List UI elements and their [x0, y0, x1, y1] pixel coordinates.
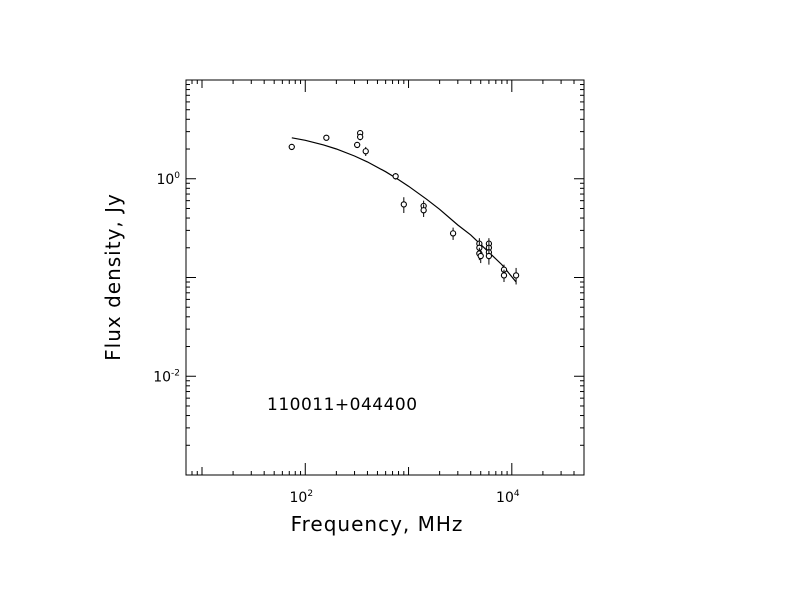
- plot-frame: [185, 79, 585, 476]
- data-point: [485, 248, 493, 265]
- axis-ticks: [185, 79, 585, 476]
- point-marker: [512, 272, 520, 279]
- data-point: [420, 204, 427, 217]
- x-tick-label: 104: [496, 489, 520, 506]
- data-point: [449, 227, 457, 240]
- point-marker: [354, 141, 361, 149]
- data-point: [362, 146, 369, 156]
- source-annotation: 110011+044400: [267, 395, 418, 415]
- point-marker: [357, 133, 364, 141]
- point-marker: [288, 143, 295, 151]
- data-point: [477, 249, 484, 264]
- data-point: [323, 134, 330, 141]
- tick-labels: 102 104 100 10-2: [153, 171, 520, 506]
- y-tick-label: 100: [156, 171, 180, 188]
- point-marker: [449, 230, 457, 237]
- data-point: [400, 197, 407, 213]
- point-marker: [392, 173, 399, 180]
- data-point: [500, 269, 508, 283]
- data-point: [512, 267, 520, 285]
- point-marker: [485, 252, 493, 260]
- point-marker: [420, 207, 427, 214]
- data-points: [288, 129, 520, 285]
- data-point: [392, 173, 399, 180]
- point-marker: [323, 134, 330, 141]
- x-tick-label: 102: [289, 489, 313, 506]
- data-point: [354, 141, 361, 149]
- data-point: [288, 143, 295, 151]
- y-axis-title: Flux density, Jy: [101, 193, 125, 361]
- point-marker: [500, 272, 508, 279]
- point-marker: [400, 201, 407, 208]
- point-marker: [362, 148, 369, 155]
- point-marker: [477, 252, 484, 260]
- data-point: [357, 133, 364, 141]
- x-axis-title: Frequency, MHz: [291, 512, 464, 536]
- y-tick-label: 10-2: [153, 368, 180, 385]
